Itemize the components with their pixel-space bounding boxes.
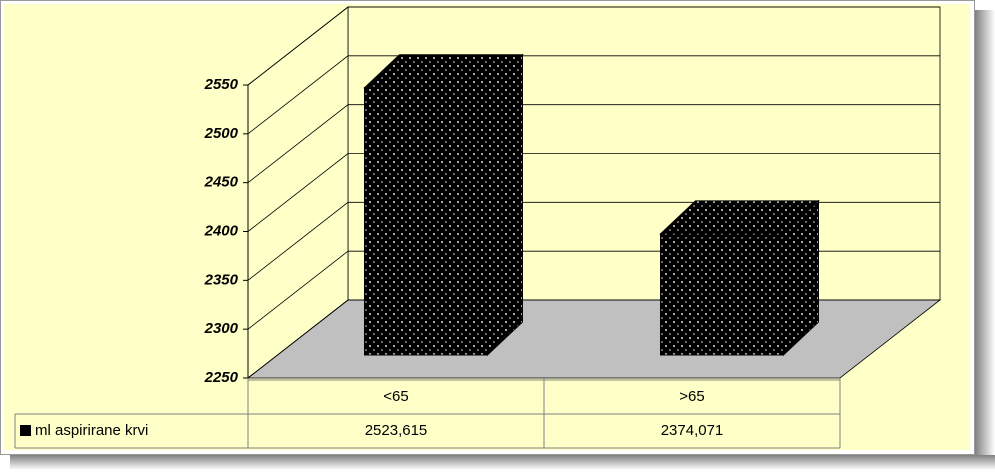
y-tick-label: 2300 <box>204 320 239 337</box>
shadow <box>10 455 995 470</box>
grid-line <box>247 6 940 86</box>
grid-line <box>247 55 940 135</box>
value-label: 2374,071 <box>661 422 724 439</box>
plot: 2250 2300 2350 2400 2450 2500 2550 <65 2523,615 >… <box>14 6 942 449</box>
legend-label: ml aspirirane krvi <box>35 422 148 439</box>
y-tick-label: 2450 <box>204 174 239 191</box>
value-label: 2523,615 <box>365 422 428 439</box>
category-label: <65 <box>383 388 408 405</box>
grid-line <box>247 153 940 232</box>
bar <box>364 87 488 356</box>
y-tick-label: 2500 <box>204 125 239 142</box>
y-tick-label: 2550 <box>204 76 239 93</box>
shadow <box>975 10 995 460</box>
bar <box>660 233 784 356</box>
y-tick-label: 2400 <box>204 222 239 239</box>
bar-side <box>487 53 523 357</box>
floor <box>246 299 942 379</box>
y-tick-label: 2350 <box>204 271 239 288</box>
legend-key <box>20 425 31 436</box>
grid-line <box>247 104 940 183</box>
category-label: >65 <box>679 388 704 405</box>
y-tick-label: 2250 <box>204 369 239 386</box>
